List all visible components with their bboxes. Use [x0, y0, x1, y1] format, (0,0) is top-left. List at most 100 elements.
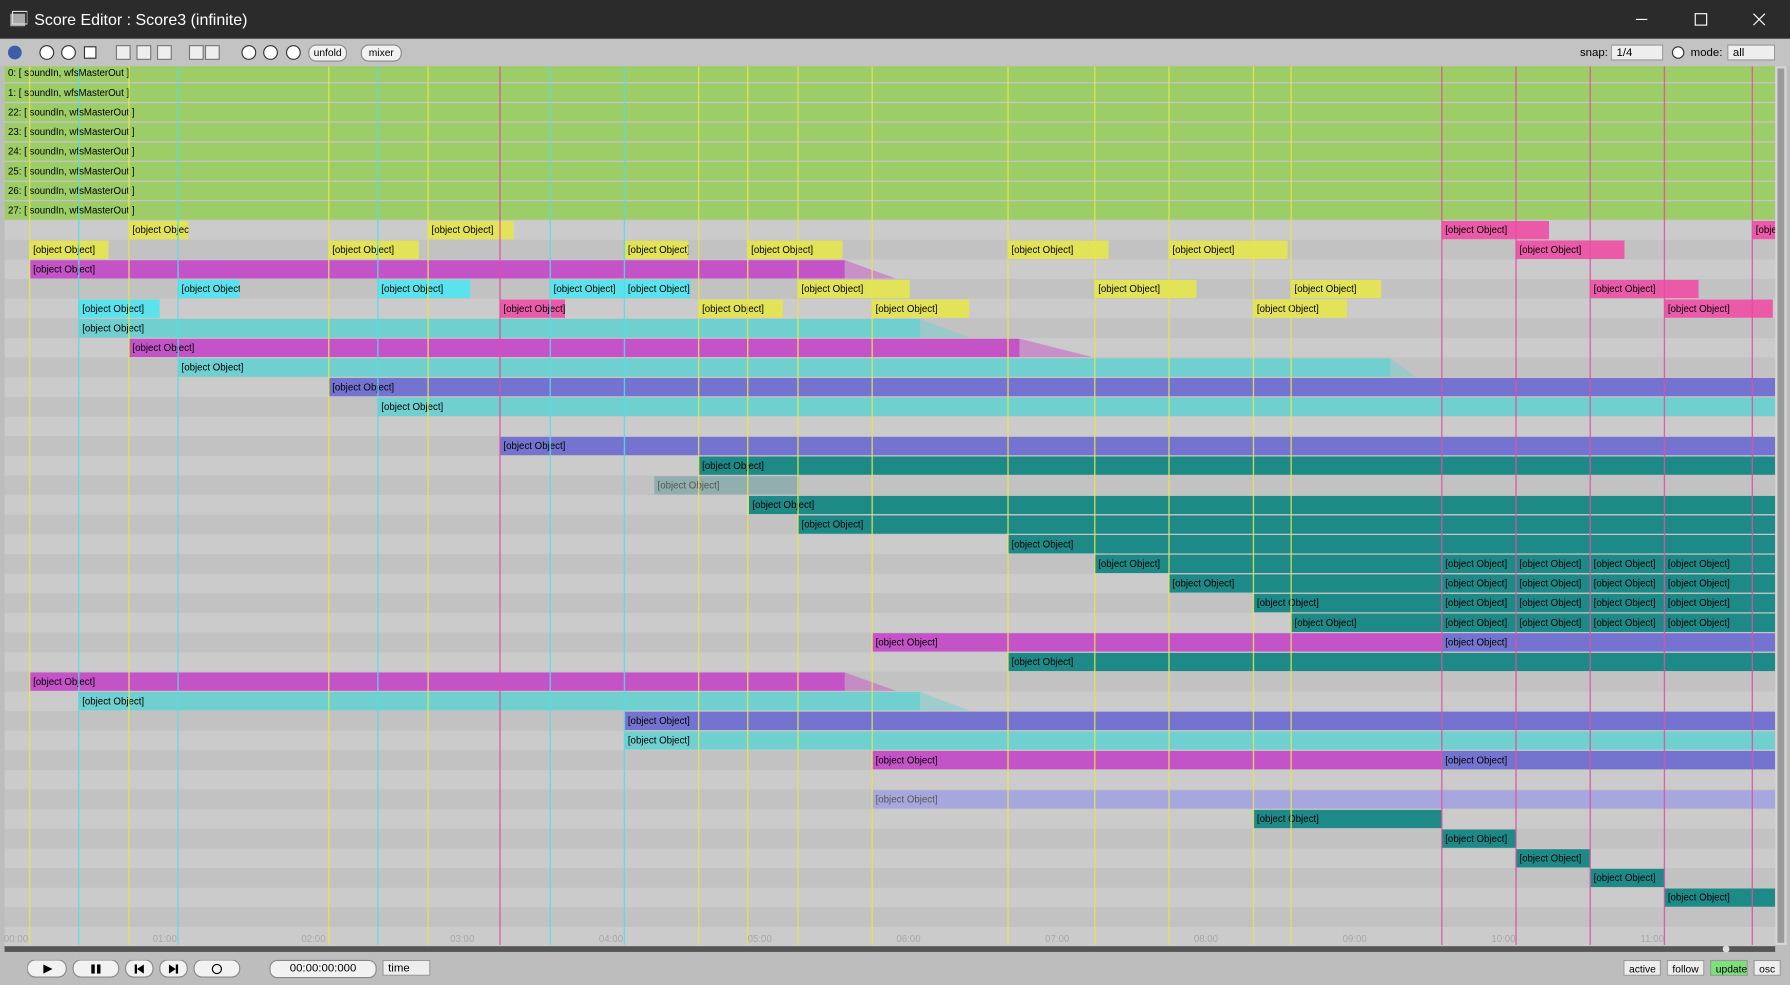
score-event[interactable]: [object Object] — [377, 279, 471, 299]
score-event[interactable]: [object Object] — [128, 338, 1093, 358]
score-event[interactable]: [object Object] — [1752, 220, 1790, 240]
score-event[interactable]: [object Object] — [1168, 240, 1288, 259]
score-event[interactable]: [object Object] — [29, 672, 897, 691]
score-event[interactable]: [object Object] — [1664, 613, 1776, 632]
score-event[interactable]: [object Object] — [624, 731, 1776, 750]
time-mode-select[interactable]: time — [382, 959, 431, 976]
score-event[interactable]: [object Object] — [428, 220, 514, 240]
window-controls[interactable] — [1627, 9, 1775, 30]
score-event[interactable]: [object Object] — [1441, 220, 1550, 240]
score-event[interactable]: [object Object] — [1441, 593, 1517, 613]
score-event[interactable]: [object Object] — [377, 397, 1776, 417]
score-event[interactable]: 24: [ soundIn, wfsMasterOut ] — [4, 142, 1776, 161]
score-event[interactable]: [object Object] — [872, 790, 1776, 809]
score-event[interactable]: [object Object] — [624, 240, 689, 259]
score-event[interactable]: 26: [ soundIn, wfsMasterOut ] — [4, 181, 1776, 201]
score-event[interactable]: [object Object] — [1441, 574, 1517, 593]
event-label: [object Object] — [1257, 598, 1319, 609]
score-event[interactable]: [object Object] — [178, 279, 243, 299]
score-event[interactable]: [object Object] — [1094, 279, 1197, 299]
score-event[interactable]: [object Object] — [747, 240, 843, 259]
score-event[interactable]: [object Object] — [500, 299, 565, 318]
score-event[interactable]: [object Object] — [1008, 240, 1109, 259]
score-event[interactable]: [object Object] — [500, 436, 1776, 456]
score-event[interactable]: [object Object] — [748, 495, 1776, 515]
score-event[interactable]: [object Object] — [1590, 868, 1665, 888]
score-event[interactable]: [object Object] — [78, 319, 970, 338]
score-event[interactable]: [object Object] — [78, 692, 970, 711]
score-event[interactable]: [object Object] — [624, 279, 691, 299]
score-event[interactable]: [object Object] — [1441, 613, 1517, 632]
score-event[interactable]: [object Object] — [328, 240, 419, 259]
unfold-button[interactable]: unfold — [308, 44, 348, 62]
score-event[interactable]: [object Object] — [1516, 240, 1625, 259]
score-event[interactable]: [object Object] — [1441, 633, 1776, 652]
score-event[interactable]: [object Object] — [1664, 593, 1776, 613]
score-event[interactable]: 25: [ soundIn, wfsMasterOut ] — [4, 161, 1776, 181]
score-event[interactable]: 23: [ soundIn, wfsMasterOut ] — [4, 122, 1776, 142]
score-event[interactable]: [object Object] — [1516, 593, 1591, 613]
transport-buttons[interactable] — [27, 959, 244, 978]
event-body — [1441, 829, 1517, 848]
score-event[interactable]: [object Object] — [1253, 809, 1442, 829]
score-event[interactable]: [object Object] — [1094, 554, 1442, 574]
score-event[interactable]: [object Object] — [1590, 613, 1665, 632]
osc-button[interactable]: osc — [1753, 959, 1781, 976]
score-event[interactable]: [object Object] — [797, 515, 1776, 534]
event-body — [1291, 613, 1442, 632]
score-event[interactable]: [object Object] — [1516, 574, 1591, 593]
score-event[interactable]: [object Object] — [698, 299, 784, 318]
score-event[interactable]: [object Object] — [29, 240, 109, 259]
score-event[interactable]: 1: [ soundIn, wfsMasterOut ] — [4, 83, 1776, 102]
score-event[interactable]: [object Object] — [1253, 299, 1348, 318]
score-event[interactable]: [object Object] — [797, 279, 910, 299]
score-event[interactable]: [object Object] — [1291, 613, 1442, 632]
score-event[interactable]: [object Object] — [624, 711, 1776, 731]
score-event[interactable]: [object Object] — [1664, 888, 1776, 907]
score-event[interactable]: [object Object] — [550, 279, 625, 299]
track-row — [4, 828, 1776, 849]
score-event[interactable]: [object Object] — [1516, 849, 1591, 868]
active-button[interactable]: active — [1623, 959, 1661, 976]
score-event[interactable]: [object Object] — [1664, 299, 1773, 318]
score-event[interactable]: [object Object] — [1441, 750, 1776, 770]
score-event[interactable]: [object Object] — [1441, 554, 1517, 574]
follow-button[interactable]: follow — [1666, 959, 1705, 976]
ruler-label: 03:00 — [450, 934, 475, 945]
score-event[interactable]: [object Object] — [1168, 574, 1442, 593]
score-event[interactable]: 22: [ soundIn, wfsMasterOut ] — [4, 103, 1776, 122]
timeline[interactable]: 0: [ soundIn, wfsMasterOut ] 1: [ soundIn… — [0, 66, 1790, 954]
update-button[interactable]: update — [1710, 959, 1748, 976]
score-event[interactable]: [object Object] — [1590, 593, 1665, 613]
score-event[interactable]: [object Object] — [1516, 554, 1591, 574]
score-event[interactable]: [object Object] — [328, 377, 1776, 397]
score-event[interactable]: [object Object] — [1008, 534, 1776, 554]
score-event[interactable]: [object Object] — [1590, 574, 1665, 593]
mixer-button[interactable]: mixer — [360, 44, 402, 62]
score-event[interactable]: [object Object] — [872, 750, 1442, 770]
score-event[interactable]: [object Object] — [698, 456, 1776, 475]
score-event[interactable]: [object Object] — [78, 299, 160, 318]
score-event[interactable]: [object Object] — [872, 299, 970, 318]
score-event[interactable]: [object Object] — [1590, 554, 1665, 574]
score-event[interactable]: [object Object] — [128, 220, 194, 240]
score-event[interactable]: 0: [ soundIn, wfsMasterOut ] — [4, 66, 1776, 83]
score-event[interactable]: [object Object] — [654, 476, 800, 495]
score-event[interactable]: [object Object] — [1590, 279, 1699, 299]
score-event[interactable]: 27: [ soundIn, wfsMasterOut ] — [4, 201, 1776, 220]
mode-select[interactable]: all — [1727, 44, 1776, 61]
score-event[interactable]: [object Object] — [1441, 829, 1517, 848]
score-event[interactable]: [object Object] — [1291, 279, 1382, 299]
score-event[interactable]: [object Object] — [872, 633, 1442, 652]
score-event[interactable]: [object Object] — [1664, 554, 1776, 574]
event-label: [object Object] — [1519, 598, 1581, 609]
score-event[interactable]: [object Object] — [1253, 593, 1442, 613]
zoom-icon[interactable] — [1671, 46, 1685, 60]
snap-select[interactable]: 1/4 — [1610, 44, 1664, 61]
score-event[interactable]: [object Object] — [1516, 613, 1591, 632]
score-event[interactable]: [object Object] — [29, 260, 897, 279]
score-event[interactable]: [object Object] — [1664, 574, 1776, 593]
toolbar-icons[interactable] — [5, 43, 304, 61]
score-event[interactable]: [object Object] — [1008, 652, 1776, 672]
score-event[interactable]: [object Object] — [178, 358, 1416, 377]
